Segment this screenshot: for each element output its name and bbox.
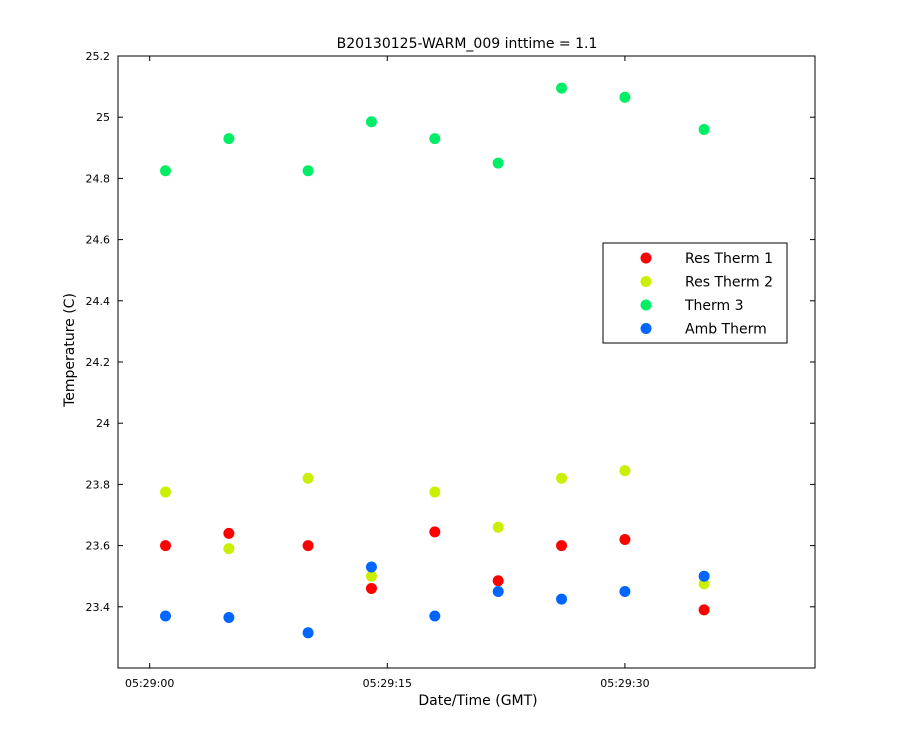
y-axis-label: Temperature (C) <box>62 293 78 408</box>
data-point <box>302 627 314 639</box>
legend-marker <box>640 299 652 311</box>
data-point <box>556 82 568 94</box>
y-tick-label: 23.4 <box>86 601 111 614</box>
y-tick-label: 25 <box>96 111 110 124</box>
data-point <box>556 472 568 484</box>
data-point <box>698 570 710 582</box>
data-point <box>429 133 441 145</box>
data-points <box>160 82 710 639</box>
data-point <box>365 570 377 582</box>
y-tick-label: 23.8 <box>86 478 111 491</box>
data-point <box>365 116 377 128</box>
legend: Res Therm 1 Res Therm 2 Therm 3 Amb Therm <box>602 242 788 344</box>
data-point <box>619 586 631 597</box>
x-axis-label: Date/Time (GMT) <box>418 693 537 709</box>
legend-entry: Res Therm 1 <box>685 251 773 267</box>
y-tick-label: 24.2 <box>86 356 111 369</box>
x-tick-label: 05:29:15 <box>363 677 412 690</box>
data-point <box>160 486 172 498</box>
y-tick-label: 23.6 <box>86 540 111 553</box>
legend-marker <box>640 252 652 264</box>
y-axis: 23.4 23.6 23.8 24 24.2 24.4 24.6 24.8 25 25.2 <box>86 50 815 614</box>
data-point <box>556 593 568 605</box>
y-tick-label: 25.2 <box>86 50 111 63</box>
data-point <box>429 526 441 538</box>
plot-area <box>117 55 816 669</box>
data-point <box>223 527 235 539</box>
legend-marker <box>640 276 652 287</box>
series-res-therm-1 <box>160 526 710 616</box>
legend-entry: Res Therm 2 <box>685 275 773 291</box>
data-point <box>160 540 172 552</box>
data-point <box>365 582 377 594</box>
data-point <box>429 486 441 498</box>
data-point <box>556 540 568 552</box>
data-point <box>160 610 172 622</box>
data-point <box>223 612 235 624</box>
data-point <box>223 543 235 555</box>
data-point <box>302 540 314 552</box>
data-point <box>619 91 631 103</box>
y-tick-label: 24.8 <box>86 172 111 185</box>
data-point <box>492 521 504 533</box>
series-therm-3 <box>160 82 710 177</box>
data-point <box>619 533 631 545</box>
x-tick-label: 05:29:00 <box>125 677 174 690</box>
data-point <box>698 604 710 616</box>
data-point <box>160 165 172 177</box>
data-point <box>365 561 377 573</box>
data-point <box>492 157 504 169</box>
data-point <box>492 575 504 587</box>
data-point <box>619 465 631 477</box>
data-point <box>492 586 504 597</box>
data-point <box>698 578 710 590</box>
series-res-therm-2 <box>160 465 710 590</box>
y-tick-label: 24 <box>96 417 110 430</box>
data-point <box>302 472 314 484</box>
legend-entry: Amb Therm <box>685 322 767 338</box>
data-point <box>302 165 314 177</box>
data-point <box>429 610 441 622</box>
legend-entry: Therm 3 <box>684 298 744 314</box>
x-axis: 05:29:00 05:29:15 05:29:30 <box>125 56 650 690</box>
y-tick-label: 24.4 <box>86 295 111 308</box>
legend-marker <box>640 323 652 334</box>
legend-box <box>602 242 788 344</box>
y-tick-label: 24.6 <box>86 234 111 247</box>
chart-title: B20130125-WARM_009 inttime = 1.1 <box>337 36 598 52</box>
data-point <box>223 133 235 145</box>
data-point <box>698 123 710 135</box>
x-tick-label: 05:29:30 <box>600 677 649 690</box>
series-amb-therm <box>160 561 710 639</box>
